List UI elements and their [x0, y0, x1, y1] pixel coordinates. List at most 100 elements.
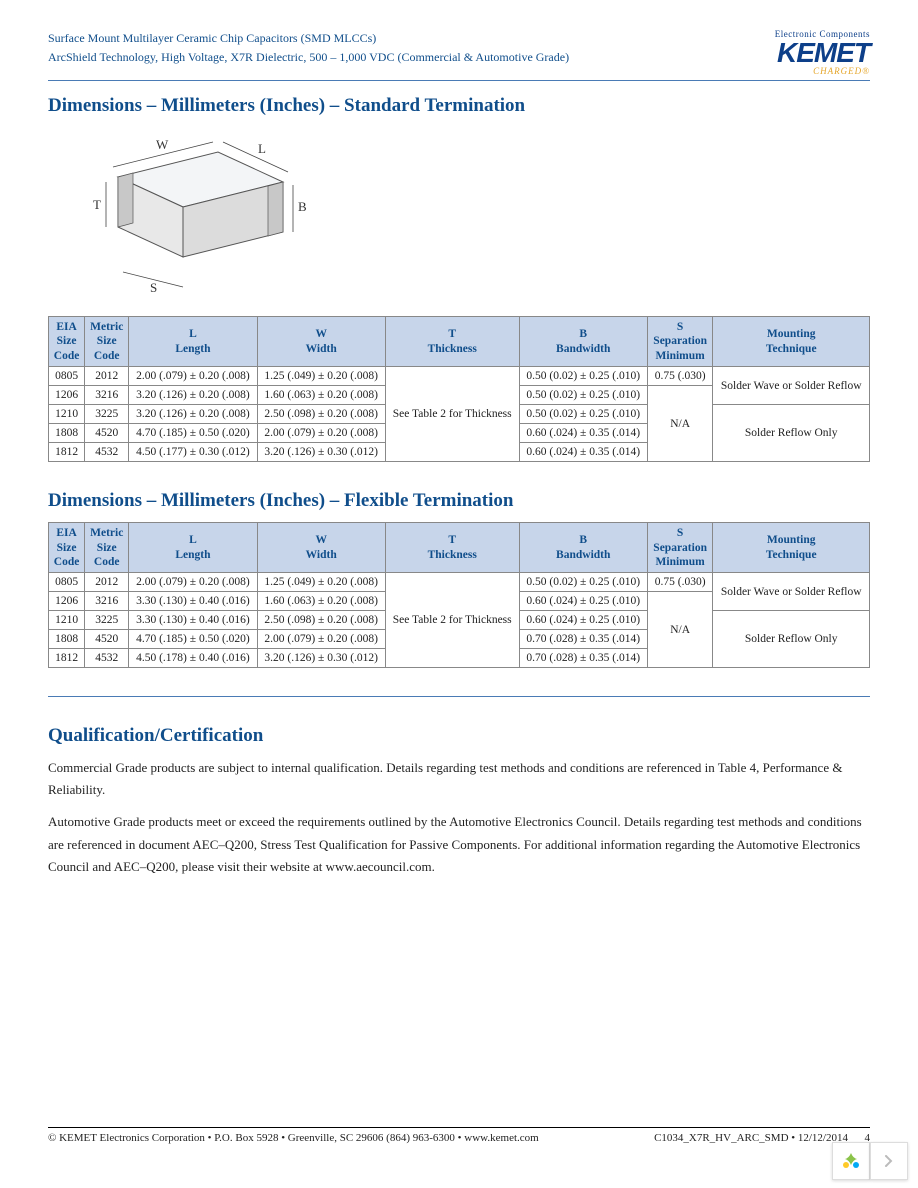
cell: 1.60 (.063) ± 0.20 (.008) [257, 386, 385, 405]
footer-left: © KEMET Electronics Corporation • P.O. B… [48, 1132, 539, 1144]
cell: 2012 [85, 367, 129, 386]
cell: 2.00 (.079) ± 0.20 (.008) [257, 630, 385, 649]
thickness-note: See Table 2 for Thickness [385, 367, 519, 462]
mounting-cell: Solder Reflow Only [713, 611, 870, 668]
col-thickness: TThickness [385, 317, 519, 367]
cell: 0.60 (.024) ± 0.35 (.014) [519, 443, 647, 462]
cell: 0.75 (.030) [647, 367, 713, 386]
next-page-button[interactable] [870, 1142, 908, 1180]
cell: 1210 [49, 405, 85, 424]
cell: 2012 [85, 573, 129, 592]
page-header: Surface Mount Multilayer Ceramic Chip Ca… [48, 30, 870, 76]
col-bandwidth: BBandwidth [519, 523, 647, 573]
logo-tagline-bottom: CHARGED® [775, 67, 870, 76]
kemet-logo: Electronic Components KEMET CHARGED® [775, 30, 870, 76]
cell: 1210 [49, 611, 85, 630]
cell: 3225 [85, 611, 129, 630]
chip-diagram: W L B T S [68, 127, 870, 302]
separation-na: N/A [647, 386, 713, 462]
cell: 1.25 (.049) ± 0.20 (.008) [257, 367, 385, 386]
cell: 2.00 (.079) ± 0.20 (.008) [129, 573, 257, 592]
col-eia: EIASizeCode [49, 317, 85, 367]
page-footer: © KEMET Electronics Corporation • P.O. B… [48, 1127, 870, 1144]
cell: 3225 [85, 405, 129, 424]
cell: 4.50 (.178) ± 0.40 (.016) [129, 649, 257, 668]
col-thickness: TThickness [385, 523, 519, 573]
col-metric: MetricSizeCode [85, 523, 129, 573]
separation-na: N/A [647, 592, 713, 668]
section-title-qualification: Qualification/Certification [48, 725, 870, 747]
section-divider [48, 696, 870, 697]
flexible-termination-table: EIASizeCode MetricSizeCode LLength WWidt… [48, 522, 870, 668]
header-line2: ArcShield Technology, High Voltage, X7R … [48, 49, 569, 66]
standard-termination-table: EIASizeCode MetricSizeCode LLength WWidt… [48, 316, 870, 462]
col-length: LLength [129, 317, 257, 367]
cell: 0.60 (.024) ± 0.25 (.010) [519, 611, 647, 630]
cell: 0.60 (.024) ± 0.35 (.014) [519, 424, 647, 443]
cell: 1812 [49, 443, 85, 462]
col-separation: SSeparationMinimum [647, 523, 713, 573]
cell: 0805 [49, 367, 85, 386]
cell: 2.00 (.079) ± 0.20 (.008) [257, 424, 385, 443]
col-width: WWidth [257, 317, 385, 367]
header-line1: Surface Mount Multilayer Ceramic Chip Ca… [48, 30, 569, 47]
cell: 0805 [49, 573, 85, 592]
cell: 2.50 (.098) ± 0.20 (.008) [257, 405, 385, 424]
cell: 3216 [85, 592, 129, 611]
cell: 4520 [85, 630, 129, 649]
thickness-note: See Table 2 for Thickness [385, 573, 519, 668]
viewer-logo-icon [832, 1142, 870, 1180]
col-separation: SSeparationMinimum [647, 317, 713, 367]
svg-text:S: S [150, 280, 157, 295]
cell: 3.20 (.126) ± 0.30 (.012) [257, 649, 385, 668]
table-row: 0805 2012 2.00 (.079) ± 0.20 (.008) 1.25… [49, 367, 870, 386]
cell: 4.50 (.177) ± 0.30 (.012) [129, 443, 257, 462]
col-mounting: MountingTechnique [713, 317, 870, 367]
cell: 0.60 (.024) ± 0.25 (.010) [519, 592, 647, 611]
cell: 0.50 (0.02) ± 0.25 (.010) [519, 386, 647, 405]
cell: 3.20 (.126) ± 0.20 (.008) [129, 405, 257, 424]
mounting-cell: Solder Wave or Solder Reflow [713, 573, 870, 611]
col-length: LLength [129, 523, 257, 573]
cell: 3.20 (.126) ± 0.20 (.008) [129, 386, 257, 405]
cell: 4532 [85, 649, 129, 668]
section-title-flexible: Dimensions – Millimeters (Inches) – Flex… [48, 490, 870, 512]
col-width: WWidth [257, 523, 385, 573]
cell: 2.00 (.079) ± 0.20 (.008) [129, 367, 257, 386]
header-text: Surface Mount Multilayer Ceramic Chip Ca… [48, 30, 569, 66]
cell: 1808 [49, 424, 85, 443]
header-divider [48, 80, 870, 81]
cell: 2.50 (.098) ± 0.20 (.008) [257, 611, 385, 630]
qual-paragraph-1: Commercial Grade products are subject to… [48, 757, 870, 801]
footer-divider [48, 1127, 870, 1128]
cell: 4.70 (.185) ± 0.50 (.020) [129, 630, 257, 649]
cell: 1206 [49, 592, 85, 611]
cell: 0.50 (0.02) ± 0.25 (.010) [519, 573, 647, 592]
table-row: 0805 2012 2.00 (.079) ± 0.20 (.008) 1.25… [49, 573, 870, 592]
section-title-standard: Dimensions – Millimeters (Inches) – Stan… [48, 95, 870, 117]
cell: 1812 [49, 649, 85, 668]
cell: 1808 [49, 630, 85, 649]
logo-wordmark: KEMET [775, 39, 870, 67]
cell: 1.25 (.049) ± 0.20 (.008) [257, 573, 385, 592]
cell: 3216 [85, 386, 129, 405]
cell: 3.30 (.130) ± 0.40 (.016) [129, 611, 257, 630]
cell: 0.50 (0.02) ± 0.25 (.010) [519, 367, 647, 386]
cell: 0.50 (0.02) ± 0.25 (.010) [519, 405, 647, 424]
col-metric: MetricSizeCode [85, 317, 129, 367]
cell: 4532 [85, 443, 129, 462]
cell: 1.60 (.063) ± 0.20 (.008) [257, 592, 385, 611]
col-bandwidth: BBandwidth [519, 317, 647, 367]
viewer-controls [832, 1142, 908, 1180]
cell: 4520 [85, 424, 129, 443]
mounting-cell: Solder Wave or Solder Reflow [713, 367, 870, 405]
svg-text:L: L [258, 141, 266, 156]
qual-paragraph-2: Automotive Grade products meet or exceed… [48, 811, 870, 877]
svg-text:T: T [93, 197, 101, 212]
col-eia: EIASizeCode [49, 523, 85, 573]
cell: 3.20 (.126) ± 0.30 (.012) [257, 443, 385, 462]
cell: 3.30 (.130) ± 0.40 (.016) [129, 592, 257, 611]
svg-text:W: W [156, 137, 169, 152]
cell: 0.70 (.028) ± 0.35 (.014) [519, 649, 647, 668]
cell: 0.70 (.028) ± 0.35 (.014) [519, 630, 647, 649]
